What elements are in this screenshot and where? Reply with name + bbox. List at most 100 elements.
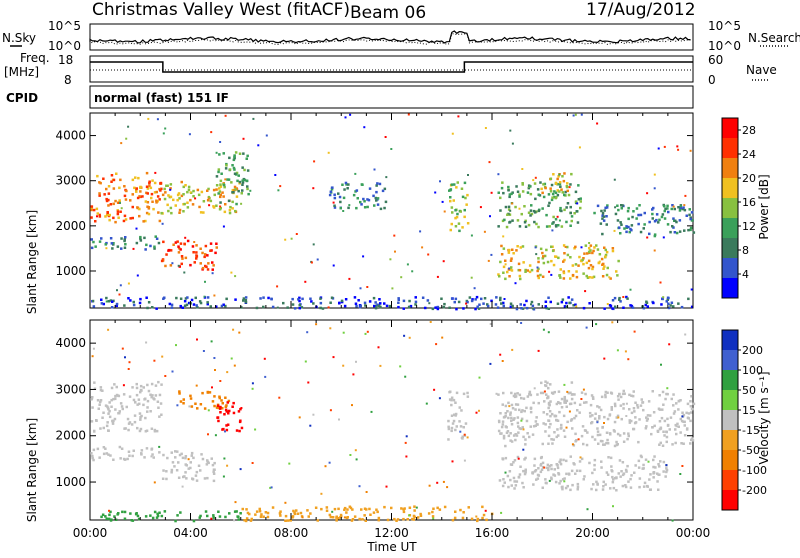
heatmap-cell (449, 196, 452, 199)
heatmap-cell (511, 304, 514, 308)
heatmap-cell (520, 417, 524, 421)
heatmap-cell (524, 471, 527, 474)
heatmap-cell (187, 188, 191, 192)
heatmap-cell (628, 419, 631, 422)
heatmap-cell (567, 270, 571, 273)
heatmap-cell (412, 514, 416, 518)
heatmap-cell (177, 247, 181, 250)
heatmap-cell (634, 401, 637, 404)
heatmap-cell (565, 301, 568, 305)
heatmap-cell (677, 302, 680, 305)
heatmap-cell (689, 405, 693, 408)
heatmap-cell (353, 515, 357, 518)
heatmap-cell (361, 518, 364, 521)
heatmap-cell (583, 475, 586, 478)
heatmap-cell (674, 428, 677, 431)
heatmap-cell (653, 234, 657, 238)
heatmap-cell (571, 264, 575, 267)
heatmap-cell (235, 171, 239, 175)
heatmap-cell (689, 400, 692, 403)
heatmap-cell (588, 247, 591, 250)
heatmap-cell (482, 302, 485, 305)
heatmap-cell (132, 300, 135, 304)
heatmap-cell (656, 480, 659, 483)
heatmap-cell (635, 217, 638, 220)
heatmap-cell (515, 434, 519, 437)
heatmap-cell (502, 247, 506, 250)
heatmap-cell (182, 398, 185, 401)
heatmap-cell (544, 305, 547, 308)
heatmap-cell (673, 231, 677, 234)
heatmap-cell (614, 404, 617, 408)
heatmap-cell (212, 470, 215, 474)
heatmap-cell (685, 428, 689, 431)
heatmap-cell (625, 230, 628, 234)
heatmap-cell (343, 506, 347, 510)
heatmap-cell (530, 268, 534, 272)
heatmap-cell (570, 172, 573, 176)
heatmap-cell (473, 287, 476, 290)
heatmap-cell (136, 206, 140, 210)
heatmap-cell (598, 253, 602, 256)
heatmap-cell (539, 391, 543, 395)
heatmap-cell (156, 118, 159, 121)
colorbar-swatch (722, 410, 738, 431)
heatmap-cell (537, 349, 540, 352)
heatmap-cell (678, 219, 682, 222)
heatmap-cell (604, 255, 607, 258)
heatmap-cell (235, 202, 238, 206)
heatmap-cell (114, 394, 117, 398)
heatmap-cell (606, 417, 610, 421)
heatmap-cell (226, 464, 229, 467)
heatmap-cell (578, 460, 582, 463)
heatmap-cell (524, 443, 527, 446)
heatmap-cell (498, 479, 502, 482)
heatmap-cell (624, 350, 627, 353)
heatmap-cell (685, 411, 688, 415)
heatmap-cell (232, 158, 236, 162)
heatmap-cell (510, 463, 514, 466)
heatmap-cell (187, 185, 191, 189)
heatmap-cell (108, 401, 111, 404)
heatmap-cell (601, 263, 604, 266)
heatmap-cell (131, 216, 134, 220)
heatmap-cell (120, 247, 123, 250)
heatmap-cell (131, 454, 134, 458)
heatmap-cell (144, 515, 148, 518)
heatmap-cell (163, 187, 166, 191)
heatmap-cell (649, 473, 652, 476)
heatmap-cell (683, 434, 687, 437)
heatmap-cell (100, 298, 103, 301)
heatmap-cell (557, 175, 560, 178)
heatmap-cell (206, 514, 209, 518)
heatmap-cell (555, 435, 558, 439)
heatmap-cell (561, 485, 564, 489)
heatmap-cell (634, 464, 637, 467)
heatmap-cell (461, 435, 464, 438)
heatmap-cell (333, 196, 337, 200)
heatmap-cell (649, 488, 652, 491)
heatmap-cell (328, 461, 331, 464)
date-label: 17/Aug/2012 (586, 0, 696, 20)
heatmap-cell (559, 206, 562, 210)
heatmap-cell (98, 403, 101, 406)
heatmap-cell (561, 191, 564, 194)
heatmap-cell (545, 225, 549, 228)
heatmap-cell (542, 183, 545, 186)
heatmap-cell (91, 406, 94, 409)
heatmap-cell (147, 212, 151, 216)
heatmap-cell (405, 455, 408, 458)
heatmap-cell (400, 507, 403, 510)
heatmap-cell (454, 401, 457, 404)
heatmap-cell (600, 466, 603, 469)
heatmap-cell (208, 204, 211, 207)
heatmap-cell (172, 243, 175, 246)
heatmap-cell (562, 260, 565, 263)
heatmap-cell (613, 420, 617, 424)
heatmap-cell (124, 236, 127, 239)
heatmap-cell (637, 440, 640, 444)
heatmap-cell (489, 362, 492, 365)
heatmap-cell (291, 303, 295, 306)
heatmap-cell (677, 206, 680, 209)
heatmap-cell (115, 304, 118, 308)
